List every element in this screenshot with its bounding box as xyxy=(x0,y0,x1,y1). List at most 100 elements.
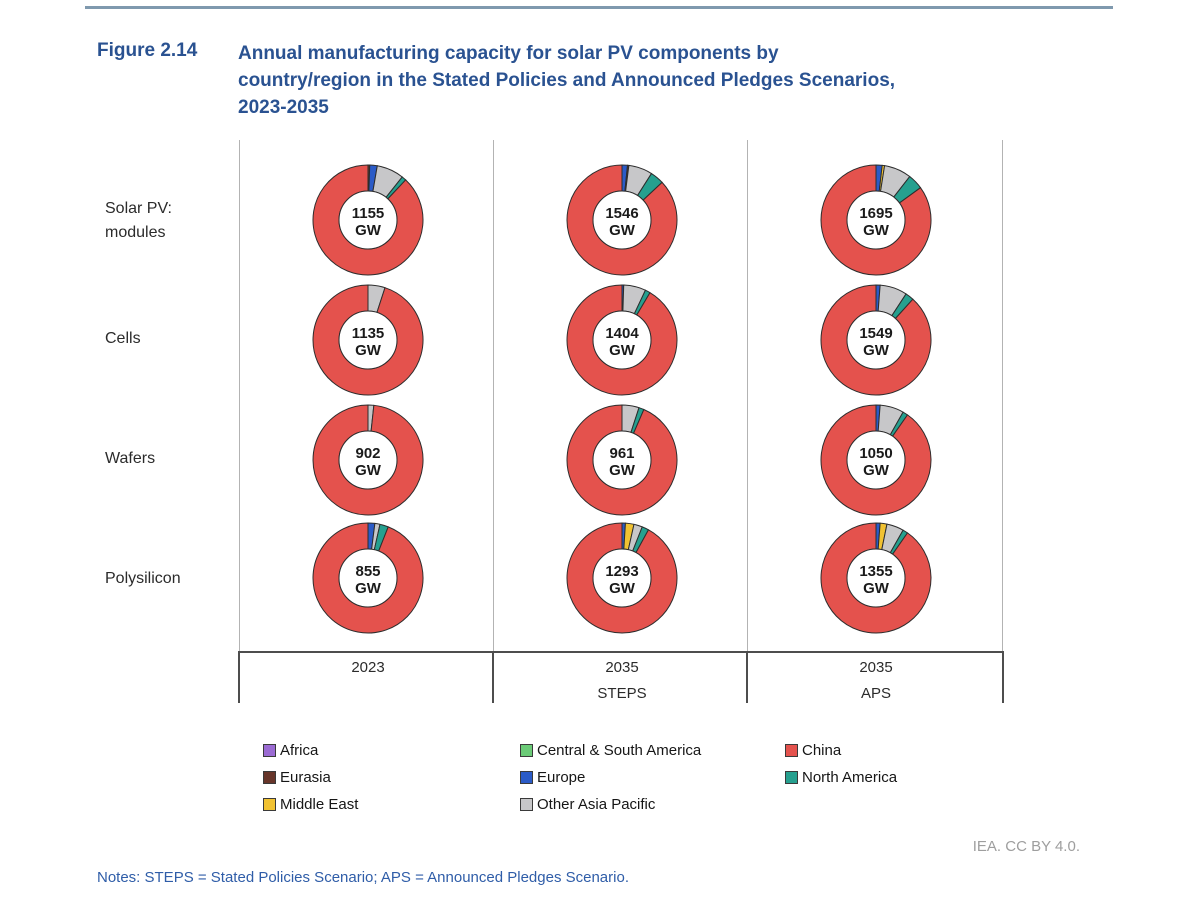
donut-hole xyxy=(338,190,398,250)
donut-unit: GW xyxy=(355,462,382,479)
x-axis-year-label-2: 2035 xyxy=(605,659,639,676)
row-label-modules: Solar PV: xyxy=(105,200,172,217)
figure-number-label: Figure 2.14 xyxy=(97,40,198,61)
donut-value: 1404 xyxy=(605,325,639,342)
donut-unit: GW xyxy=(863,342,890,359)
donut-hole xyxy=(338,430,398,490)
donut-unit: GW xyxy=(355,580,382,597)
donut-unit: GW xyxy=(863,222,890,239)
donut-hole xyxy=(338,310,398,370)
donut-value: 855 xyxy=(355,563,380,580)
row-label-cells: Cells xyxy=(105,330,141,347)
plot-right-border xyxy=(1002,140,1003,652)
x-axis-year-label-1: 2023 xyxy=(351,659,385,676)
donut-value: 1293 xyxy=(605,563,638,580)
donut-hole xyxy=(846,310,906,370)
donut-value: 1155 xyxy=(352,205,385,222)
figure-title-line-1: Annual manufacturing capacity for solar … xyxy=(238,43,779,64)
legend-swatch-china xyxy=(785,744,798,757)
legend-swatch-europe xyxy=(520,771,533,784)
legend-swatch-central-south-america xyxy=(520,744,533,757)
legend-item-china: China xyxy=(785,737,897,764)
row-label-wafers: Wafers xyxy=(105,450,156,467)
x-axis-tick-3 xyxy=(746,651,748,703)
x-axis-scenario-label-steps: STEPS xyxy=(597,685,647,702)
donut-value: 1050 xyxy=(859,445,892,462)
donut-value: 902 xyxy=(355,445,380,462)
legend-swatch-north-america xyxy=(785,771,798,784)
legend-item-africa: Africa xyxy=(263,737,520,764)
legend-swatch-eurasia xyxy=(263,771,276,784)
column-divider-2 xyxy=(747,140,748,652)
x-axis-line xyxy=(238,651,1004,653)
donut-hole xyxy=(846,190,906,250)
donut-value: 1135 xyxy=(352,325,385,342)
donut-unit: GW xyxy=(609,222,636,239)
legend-label-africa: Africa xyxy=(280,742,319,759)
figure-title-line-3: 2023-2035 xyxy=(238,97,329,118)
donut-value: 1355 xyxy=(859,563,892,580)
plot-left-border xyxy=(239,140,240,652)
x-axis-year-label-3: 2035 xyxy=(859,659,893,676)
donut-hole xyxy=(338,548,398,608)
donut-value: 1549 xyxy=(859,325,892,342)
legend-label-europe: Europe xyxy=(537,769,586,786)
donut-unit: GW xyxy=(609,462,636,479)
x-axis-scenario-label-aps: APS xyxy=(860,685,891,702)
donut-unit: GW xyxy=(355,342,382,359)
donut-hole xyxy=(846,430,906,490)
legend-item-other-asia-pacific: Other Asia Pacific xyxy=(520,791,785,818)
donut-value: 1546 xyxy=(605,205,638,222)
notes-text: Notes: STEPS = Stated Policies Scenario;… xyxy=(97,869,629,886)
legend-item-eurasia: Eurasia xyxy=(263,764,520,791)
row-label-modules: modules xyxy=(105,224,166,241)
top-rule xyxy=(85,6,1113,9)
column-divider-1 xyxy=(493,140,494,652)
x-axis-tick-2 xyxy=(492,651,494,703)
x-axis-tick-4 xyxy=(1002,651,1004,703)
legend-label-china: China xyxy=(802,742,842,759)
donut-unit: GW xyxy=(355,222,382,239)
donut-hole xyxy=(846,548,906,608)
donut-value: 961 xyxy=(609,445,634,462)
legend-label-eurasia: Eurasia xyxy=(280,769,331,786)
figure-title-line-2: country/region in the Stated Policies an… xyxy=(238,70,896,91)
donut-hole xyxy=(592,310,652,370)
donut-hole xyxy=(592,430,652,490)
legend-swatch-other-asia-pacific xyxy=(520,798,533,811)
donut-unit: GW xyxy=(609,580,636,597)
donut-unit: GW xyxy=(863,580,890,597)
legend-label-middle-east: Middle East xyxy=(280,796,359,813)
donut-unit: GW xyxy=(863,462,890,479)
legend-swatch-middle-east xyxy=(263,798,276,811)
figure-title: Annual manufacturing capacity for solar … xyxy=(238,40,998,121)
legend-item-central-south-america: Central & South America xyxy=(520,737,785,764)
legend-label-central-south-america: Central & South America xyxy=(537,742,702,759)
legend-label-north-america: North America xyxy=(802,769,898,786)
donut-value: 1695 xyxy=(859,205,892,222)
row-label-polysilicon: Polysilicon xyxy=(105,570,181,587)
attribution-text: IEA. CC BY 4.0. xyxy=(972,838,1080,855)
legend-item-middle-east: Middle East xyxy=(263,791,520,818)
legend-item-north-america: North America xyxy=(785,764,897,791)
legend-label-other-asia-pacific: Other Asia Pacific xyxy=(537,796,656,813)
chart-legend: Africa Central & South America China Eurasi… xyxy=(263,737,897,818)
donut-hole xyxy=(592,548,652,608)
donut-hole xyxy=(592,190,652,250)
donut-unit: GW xyxy=(609,342,636,359)
x-axis-tick-1 xyxy=(238,651,240,703)
legend-item-europe: Europe xyxy=(520,764,785,791)
